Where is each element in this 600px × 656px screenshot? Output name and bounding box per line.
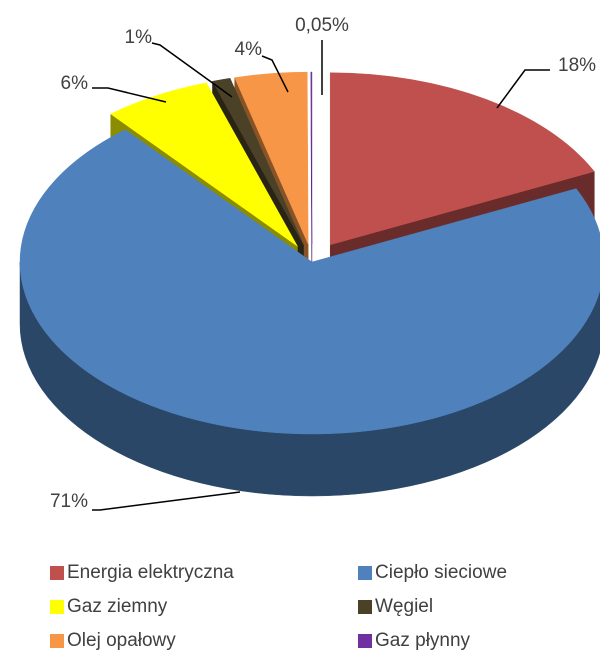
- legend-label: Energia elektryczna: [67, 562, 234, 583]
- legend-label: Gaz płynny: [375, 630, 471, 651]
- legend-swatch: [50, 566, 64, 580]
- legend-swatch: [50, 634, 64, 648]
- slice: [212, 77, 304, 245]
- leader-line: [496, 69, 550, 109]
- legend-label: Węgiel: [375, 596, 433, 617]
- data-label: 1%: [125, 27, 153, 48]
- leader-line: [92, 491, 241, 511]
- legend-label: Olej opałowy: [67, 630, 176, 651]
- legend-swatch: [358, 600, 372, 614]
- legend-label: Ciepło sieciowe: [375, 562, 507, 583]
- legend-swatch: [50, 600, 64, 614]
- data-label: 71%: [50, 491, 88, 512]
- slice: [234, 71, 309, 245]
- slice: [19, 129, 600, 435]
- leader-line: [151, 42, 233, 98]
- leader-line: [261, 55, 289, 93]
- data-label: 18%: [558, 55, 596, 76]
- slice: [310, 71, 313, 245]
- slice: [110, 82, 298, 247]
- data-label: 0,05%: [295, 15, 349, 36]
- legend-label: Gaz ziemny: [67, 596, 168, 617]
- data-label: 6%: [61, 73, 89, 94]
- leader-line: [92, 87, 167, 103]
- legend-swatch: [358, 634, 372, 648]
- legend-swatch: [358, 566, 372, 580]
- data-label: 4%: [235, 39, 263, 60]
- slice: [329, 72, 595, 246]
